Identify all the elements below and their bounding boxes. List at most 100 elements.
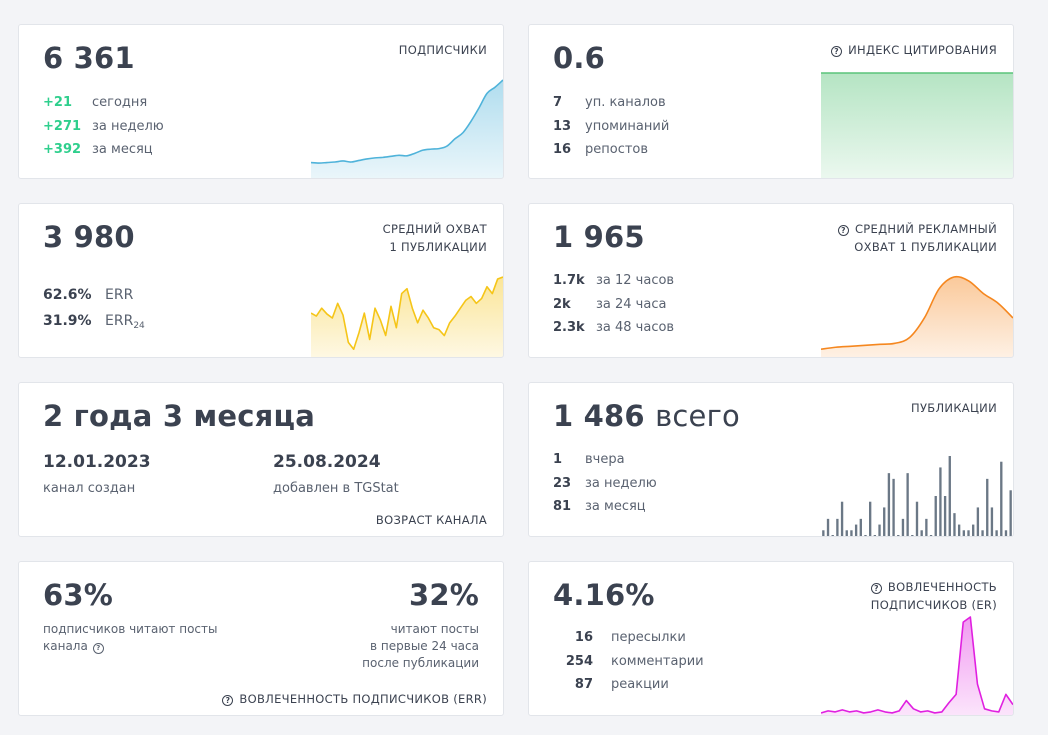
ad-reach-chart: [821, 275, 1013, 357]
age-card[interactable]: 2 года 3 месяца 12.01.2023 канал создан …: [18, 382, 504, 537]
bar-mark: [901, 518, 905, 536]
stat-row: 87 реакции: [553, 673, 704, 697]
stat-row: 2.3k за 48 часов: [553, 316, 674, 340]
citation-stats: 7 уп. каналов 13 упоминаний 16 репостов: [553, 91, 669, 162]
stat-num: +392: [43, 142, 82, 157]
er-value: 4.16%: [553, 578, 655, 612]
series-line: [821, 275, 1013, 350]
stat-row: 1 вчера: [553, 448, 657, 472]
err-card[interactable]: 63% 32% подписчиков читают посты канала?…: [18, 561, 504, 716]
age-label: ВОЗРАСТ КАНАЛА: [375, 513, 487, 527]
subscribers-label: ПОДПИСЧИКИ: [398, 43, 487, 57]
stat-text: упоминаний: [585, 118, 670, 134]
stat-text: за неделю: [92, 118, 164, 134]
bar-mark: [873, 535, 877, 536]
question-icon[interactable]: ?: [831, 46, 843, 57]
bar-mark: [1000, 461, 1003, 536]
bar-mark: [883, 507, 886, 536]
citation-chart: [821, 72, 1013, 178]
er-card[interactable]: 4.16% ? ВОВЛЕЧЕННОСТЬ ПОДПИСЧИКОВ (ER) 16…: [528, 561, 1014, 716]
bar-mark: [995, 530, 998, 536]
bar-mark: [929, 535, 933, 536]
stat-num: 87: [574, 677, 593, 692]
bar-mark: [934, 496, 937, 536]
bar-mark: [831, 535, 834, 536]
question-icon[interactable]: ?: [837, 225, 849, 236]
bar-mark: [943, 496, 947, 536]
er-chart: [821, 616, 1013, 715]
bar-mark: [892, 478, 895, 536]
bar-mark: [869, 501, 872, 536]
er-label-line1: ? ВОВЛЕЧЕННОСТЬ: [870, 578, 997, 596]
err-right-caption-line2: в первые 24 часа: [370, 639, 479, 653]
posts-card[interactable]: 1 486 всего ПУБЛИКАЦИИ 1 вчера 23 за недел…: [528, 382, 1014, 537]
stat-num: 16: [574, 630, 593, 645]
bar-mark: [967, 530, 970, 536]
citation-label-text: ИНДЕКС ЦИТИРОВАНИЯ: [848, 43, 997, 57]
stat-row: 16 пересылки: [553, 626, 704, 650]
err24-num: 31.9%: [43, 313, 92, 329]
reach-chart: [311, 276, 503, 357]
bar-mark: [948, 456, 951, 536]
reach-value: 3 980: [43, 220, 135, 254]
bar-mark: [840, 501, 844, 536]
posts-value: 1 486 всего: [553, 399, 740, 433]
bar-mark: [845, 530, 848, 536]
bar-mark: [822, 530, 825, 536]
err-right-caption-line3: после публикации: [362, 656, 479, 670]
stat-row: 1.7k за 12 часов: [553, 269, 674, 293]
bar-mark: [986, 478, 989, 536]
area-fill: [821, 276, 1013, 357]
stat-text: пересылки: [611, 630, 686, 645]
ad-reach-card[interactable]: 1 965 ? СРЕДНИЙ РЕКЛАМНЫЙ ОХВАТ 1 ПУБЛИКА…: [528, 203, 1014, 358]
err-card-label: ? ВОВЛЕЧЕННОСТЬ ПОДПИСЧИКОВ (ERR): [222, 690, 487, 708]
ad-reach-label-line1-text: СРЕДНИЙ РЕКЛАМНЫЙ: [854, 222, 997, 236]
ad-reach-value: 1 965: [553, 220, 645, 254]
bar-mark: [1004, 530, 1008, 536]
area-fill: [311, 277, 503, 357]
posts-stats: 1 вчера 23 за неделю 81 за месяц: [553, 448, 657, 519]
stat-text: за неделю: [585, 475, 657, 491]
stat-num: 2.3k: [553, 320, 585, 335]
stat-row: 254 комментарии: [553, 650, 704, 674]
series-line: [821, 616, 1013, 714]
stat-text: комментарии: [611, 653, 704, 669]
subscribers-card[interactable]: 6 361 ПОДПИСЧИКИ +21 сегодня +271 за недел…: [18, 24, 504, 179]
er-label-line1-text: ВОВЛЕЧЕННОСТЬ: [887, 580, 997, 594]
bar-mark: [878, 524, 881, 536]
series-line: [311, 79, 503, 164]
ad-reach-label-line2: ОХВАТ 1 ПУБЛИКАЦИИ: [854, 240, 997, 254]
bar-mark: [887, 473, 891, 536]
err-left-value: 63%: [43, 578, 114, 612]
stat-row: 7 уп. каналов: [553, 91, 669, 115]
bar-mark: [911, 535, 914, 536]
stat-text: за 24 часа: [596, 296, 667, 312]
stat-row: +271 за неделю: [43, 115, 164, 139]
err-right-caption-line1: читают посты: [390, 622, 479, 636]
posts-value-suffix: всего: [655, 399, 740, 433]
stat-num: 81: [553, 499, 572, 514]
bar-mark: [990, 507, 994, 536]
reach-card[interactable]: 3 980 СРЕДНИЙ ОХВАТ 1 ПУБЛИКАЦИИ 62.6% ER…: [18, 203, 504, 358]
stat-row: 16 репостов: [553, 138, 669, 162]
bar-mark: [850, 530, 853, 536]
er-stats: 16 пересылки 254 комментарии 87 реакции: [553, 626, 704, 697]
bar-mark: [826, 518, 830, 536]
question-icon[interactable]: ?: [92, 643, 104, 654]
err-left-caption-line2: канала?: [43, 638, 217, 655]
age-value: 2 года 3 месяца: [43, 399, 315, 433]
question-icon[interactable]: ?: [222, 695, 234, 706]
posts-label: ПУБЛИКАЦИИ: [911, 401, 997, 415]
ad-reach-label-line1: ? СРЕДНИЙ РЕКЛАМНЫЙ: [837, 220, 997, 238]
err-right-value: 32%: [408, 578, 479, 612]
citation-card[interactable]: 0.6 ? ИНДЕКС ЦИТИРОВАНИЯ 7 уп. каналов 13 у…: [528, 24, 1014, 179]
bar-mark: [897, 535, 900, 536]
area-fill: [821, 73, 1013, 178]
stat-num: 23: [553, 475, 572, 491]
stat-num: 1.7k: [553, 273, 585, 288]
stat-row: 13 упоминаний: [553, 115, 669, 139]
question-icon[interactable]: ?: [870, 583, 882, 594]
created-date: 12.01.2023: [43, 452, 151, 472]
er-label-line2: ПОДПИСЧИКОВ (ER): [870, 598, 997, 612]
bar-mark: [854, 524, 858, 536]
